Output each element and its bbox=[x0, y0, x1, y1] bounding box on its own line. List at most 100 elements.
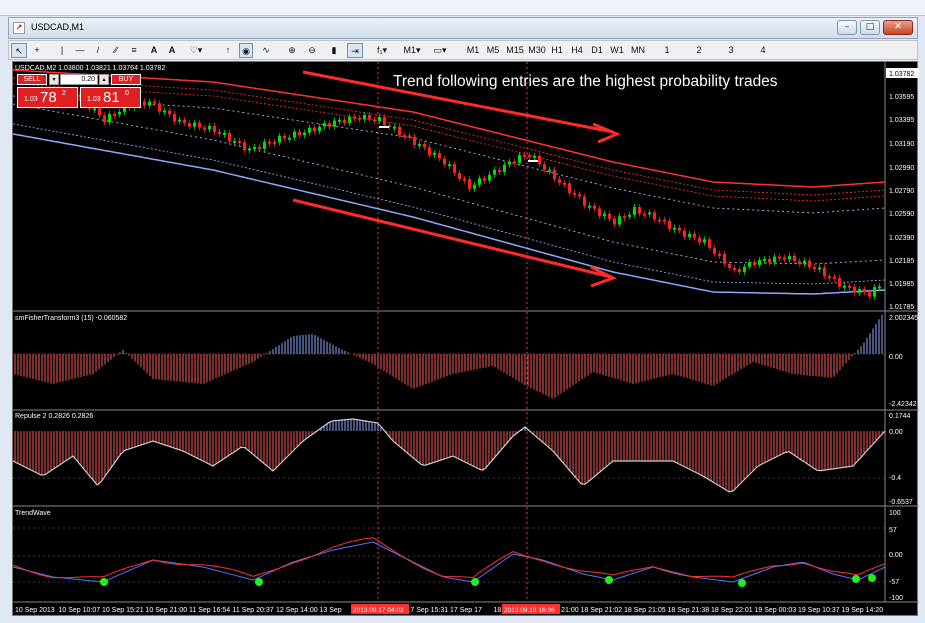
price-level: 1.03395 bbox=[889, 117, 914, 124]
tf-m1[interactable]: M1 bbox=[466, 45, 480, 55]
tf-w1[interactable]: W1 bbox=[610, 45, 624, 55]
bull-candle bbox=[788, 255, 791, 260]
bear-candle bbox=[608, 213, 611, 219]
bull-candle bbox=[688, 233, 691, 237]
bear-candle bbox=[543, 164, 546, 170]
autoscroll-icon[interactable]: ▮ bbox=[331, 45, 337, 55]
lot-decrease-icon[interactable]: ▾ bbox=[49, 74, 59, 85]
bear-candle bbox=[168, 110, 171, 115]
chart-svg[interactable]: Trend following entries are the highest … bbox=[13, 62, 919, 617]
templates-icon[interactable]: ▭▾ bbox=[433, 45, 447, 55]
tf-m5[interactable]: M5 bbox=[486, 45, 500, 55]
bull-candle bbox=[743, 266, 746, 273]
channel-icon[interactable]: ∕∕ bbox=[114, 45, 118, 55]
bear-candle bbox=[713, 247, 716, 254]
sell-price-prefix: 1.03 bbox=[24, 96, 38, 103]
bull-candle bbox=[433, 153, 436, 156]
upper-band-line bbox=[13, 69, 886, 188]
arrow-up-icon[interactable]: ↑ bbox=[225, 45, 231, 55]
repulse-header: Repulse 2 0.2826 0.2826 bbox=[15, 413, 93, 420]
trendwave-level: 57 bbox=[889, 527, 897, 534]
bear-candle bbox=[343, 119, 346, 123]
repulse-level: 0.1744 bbox=[889, 413, 911, 420]
upper-band-inner-line bbox=[13, 83, 886, 202]
chart-area[interactable]: Trend following entries are the highest … bbox=[12, 61, 919, 617]
lot-size-input[interactable]: 0.20 bbox=[60, 74, 98, 85]
bear-candle bbox=[98, 108, 101, 116]
bear-candle bbox=[838, 278, 841, 287]
tf-m15[interactable]: M15 bbox=[506, 45, 524, 55]
repulse-panel bbox=[13, 418, 886, 493]
bear-candle bbox=[413, 136, 416, 145]
buy-price-box[interactable]: 1.03 81 0 bbox=[80, 87, 141, 108]
bull-candle bbox=[178, 119, 181, 122]
label-icon[interactable]: A bbox=[168, 45, 176, 55]
vertical-line-icon[interactable]: | bbox=[60, 45, 64, 55]
periods-icon[interactable]: M1▾ bbox=[403, 45, 421, 55]
bull-candle bbox=[703, 239, 706, 243]
trendwave-signal-dot bbox=[255, 578, 263, 586]
bear-candle bbox=[213, 125, 216, 132]
horizontal-line-icon[interactable]: — bbox=[75, 45, 85, 55]
period-sep-icon[interactable]: ∿ bbox=[262, 45, 270, 55]
upper-band-inner-line bbox=[13, 77, 886, 196]
bear-candle bbox=[268, 141, 271, 144]
tf-m30[interactable]: M30 bbox=[528, 45, 546, 55]
chart-shift-icon[interactable]: ⇥ bbox=[347, 43, 363, 58]
bear-candle bbox=[868, 292, 871, 297]
crosshair-icon[interactable]: + bbox=[34, 45, 40, 55]
sell-button[interactable]: SELL bbox=[17, 74, 47, 85]
zoom-in-icon[interactable]: ⊕ bbox=[288, 45, 296, 55]
fisher-level: 0.00 bbox=[889, 354, 903, 361]
trendwave-signal-dot bbox=[852, 575, 860, 583]
bull-candle bbox=[263, 141, 266, 149]
tf-mn[interactable]: MN bbox=[631, 45, 645, 55]
bear-candle bbox=[863, 289, 866, 293]
tf-h4[interactable]: H4 bbox=[571, 45, 583, 55]
trendwave-level: -100 bbox=[889, 595, 903, 602]
zoom-out-icon[interactable]: ⊖ bbox=[308, 45, 316, 55]
bear-candle bbox=[423, 143, 426, 148]
bear-candle bbox=[728, 263, 731, 268]
maximize-button[interactable]: □ bbox=[860, 20, 880, 35]
page-4-button[interactable]: 4 bbox=[760, 45, 766, 55]
bear-candle bbox=[718, 253, 721, 256]
close-button[interactable]: ✕ bbox=[883, 20, 913, 35]
highlighted-time-tag bbox=[502, 604, 560, 614]
chart-titlebar[interactable]: ↗ USDCAD,M1 – □ ✕ bbox=[8, 17, 918, 39]
buy-button[interactable]: BUY bbox=[111, 74, 141, 85]
bull-candle bbox=[748, 262, 751, 267]
page-1-button[interactable]: 1 bbox=[664, 45, 670, 55]
trendline-icon[interactable]: / bbox=[96, 45, 100, 55]
text-icon[interactable]: A bbox=[150, 45, 158, 55]
tf-d1[interactable]: D1 bbox=[591, 45, 603, 55]
page-2-button[interactable]: 2 bbox=[696, 45, 702, 55]
bear-candle bbox=[723, 254, 726, 264]
fibonacci-icon[interactable]: ≡ bbox=[131, 45, 137, 55]
time-axis-label: 19 Sep 14:20 bbox=[842, 607, 884, 614]
page-3-button[interactable]: 3 bbox=[728, 45, 734, 55]
bull-candle bbox=[208, 125, 211, 130]
bull-candle bbox=[163, 110, 166, 113]
bear-candle bbox=[283, 135, 286, 139]
minimize-button[interactable]: – bbox=[837, 20, 857, 35]
bear-candle bbox=[258, 146, 261, 149]
shapes-icon[interactable]: ♡▾ bbox=[189, 45, 203, 55]
bull-candle bbox=[588, 205, 591, 208]
cursor-icon[interactable]: ↖ bbox=[11, 43, 27, 58]
bull-candle bbox=[843, 285, 846, 288]
bear-candle bbox=[183, 119, 186, 124]
lower-band-line bbox=[13, 133, 886, 295]
sell-price-box[interactable]: 1.03 78 2 bbox=[17, 87, 78, 108]
trendwave-signal-dot bbox=[738, 579, 746, 587]
bear-candle bbox=[483, 178, 486, 181]
lot-increase-icon[interactable]: ▴ bbox=[99, 74, 109, 85]
bull-candle bbox=[763, 258, 766, 261]
tf-h1[interactable]: H1 bbox=[551, 45, 563, 55]
bull-candle bbox=[348, 116, 351, 123]
bull-candle bbox=[508, 161, 511, 165]
indicators-icon[interactable]: f₁▾ bbox=[376, 45, 388, 55]
thumb-icon[interactable]: ◉ bbox=[239, 43, 253, 58]
bear-candle bbox=[238, 140, 241, 143]
bear-candle bbox=[78, 94, 81, 97]
